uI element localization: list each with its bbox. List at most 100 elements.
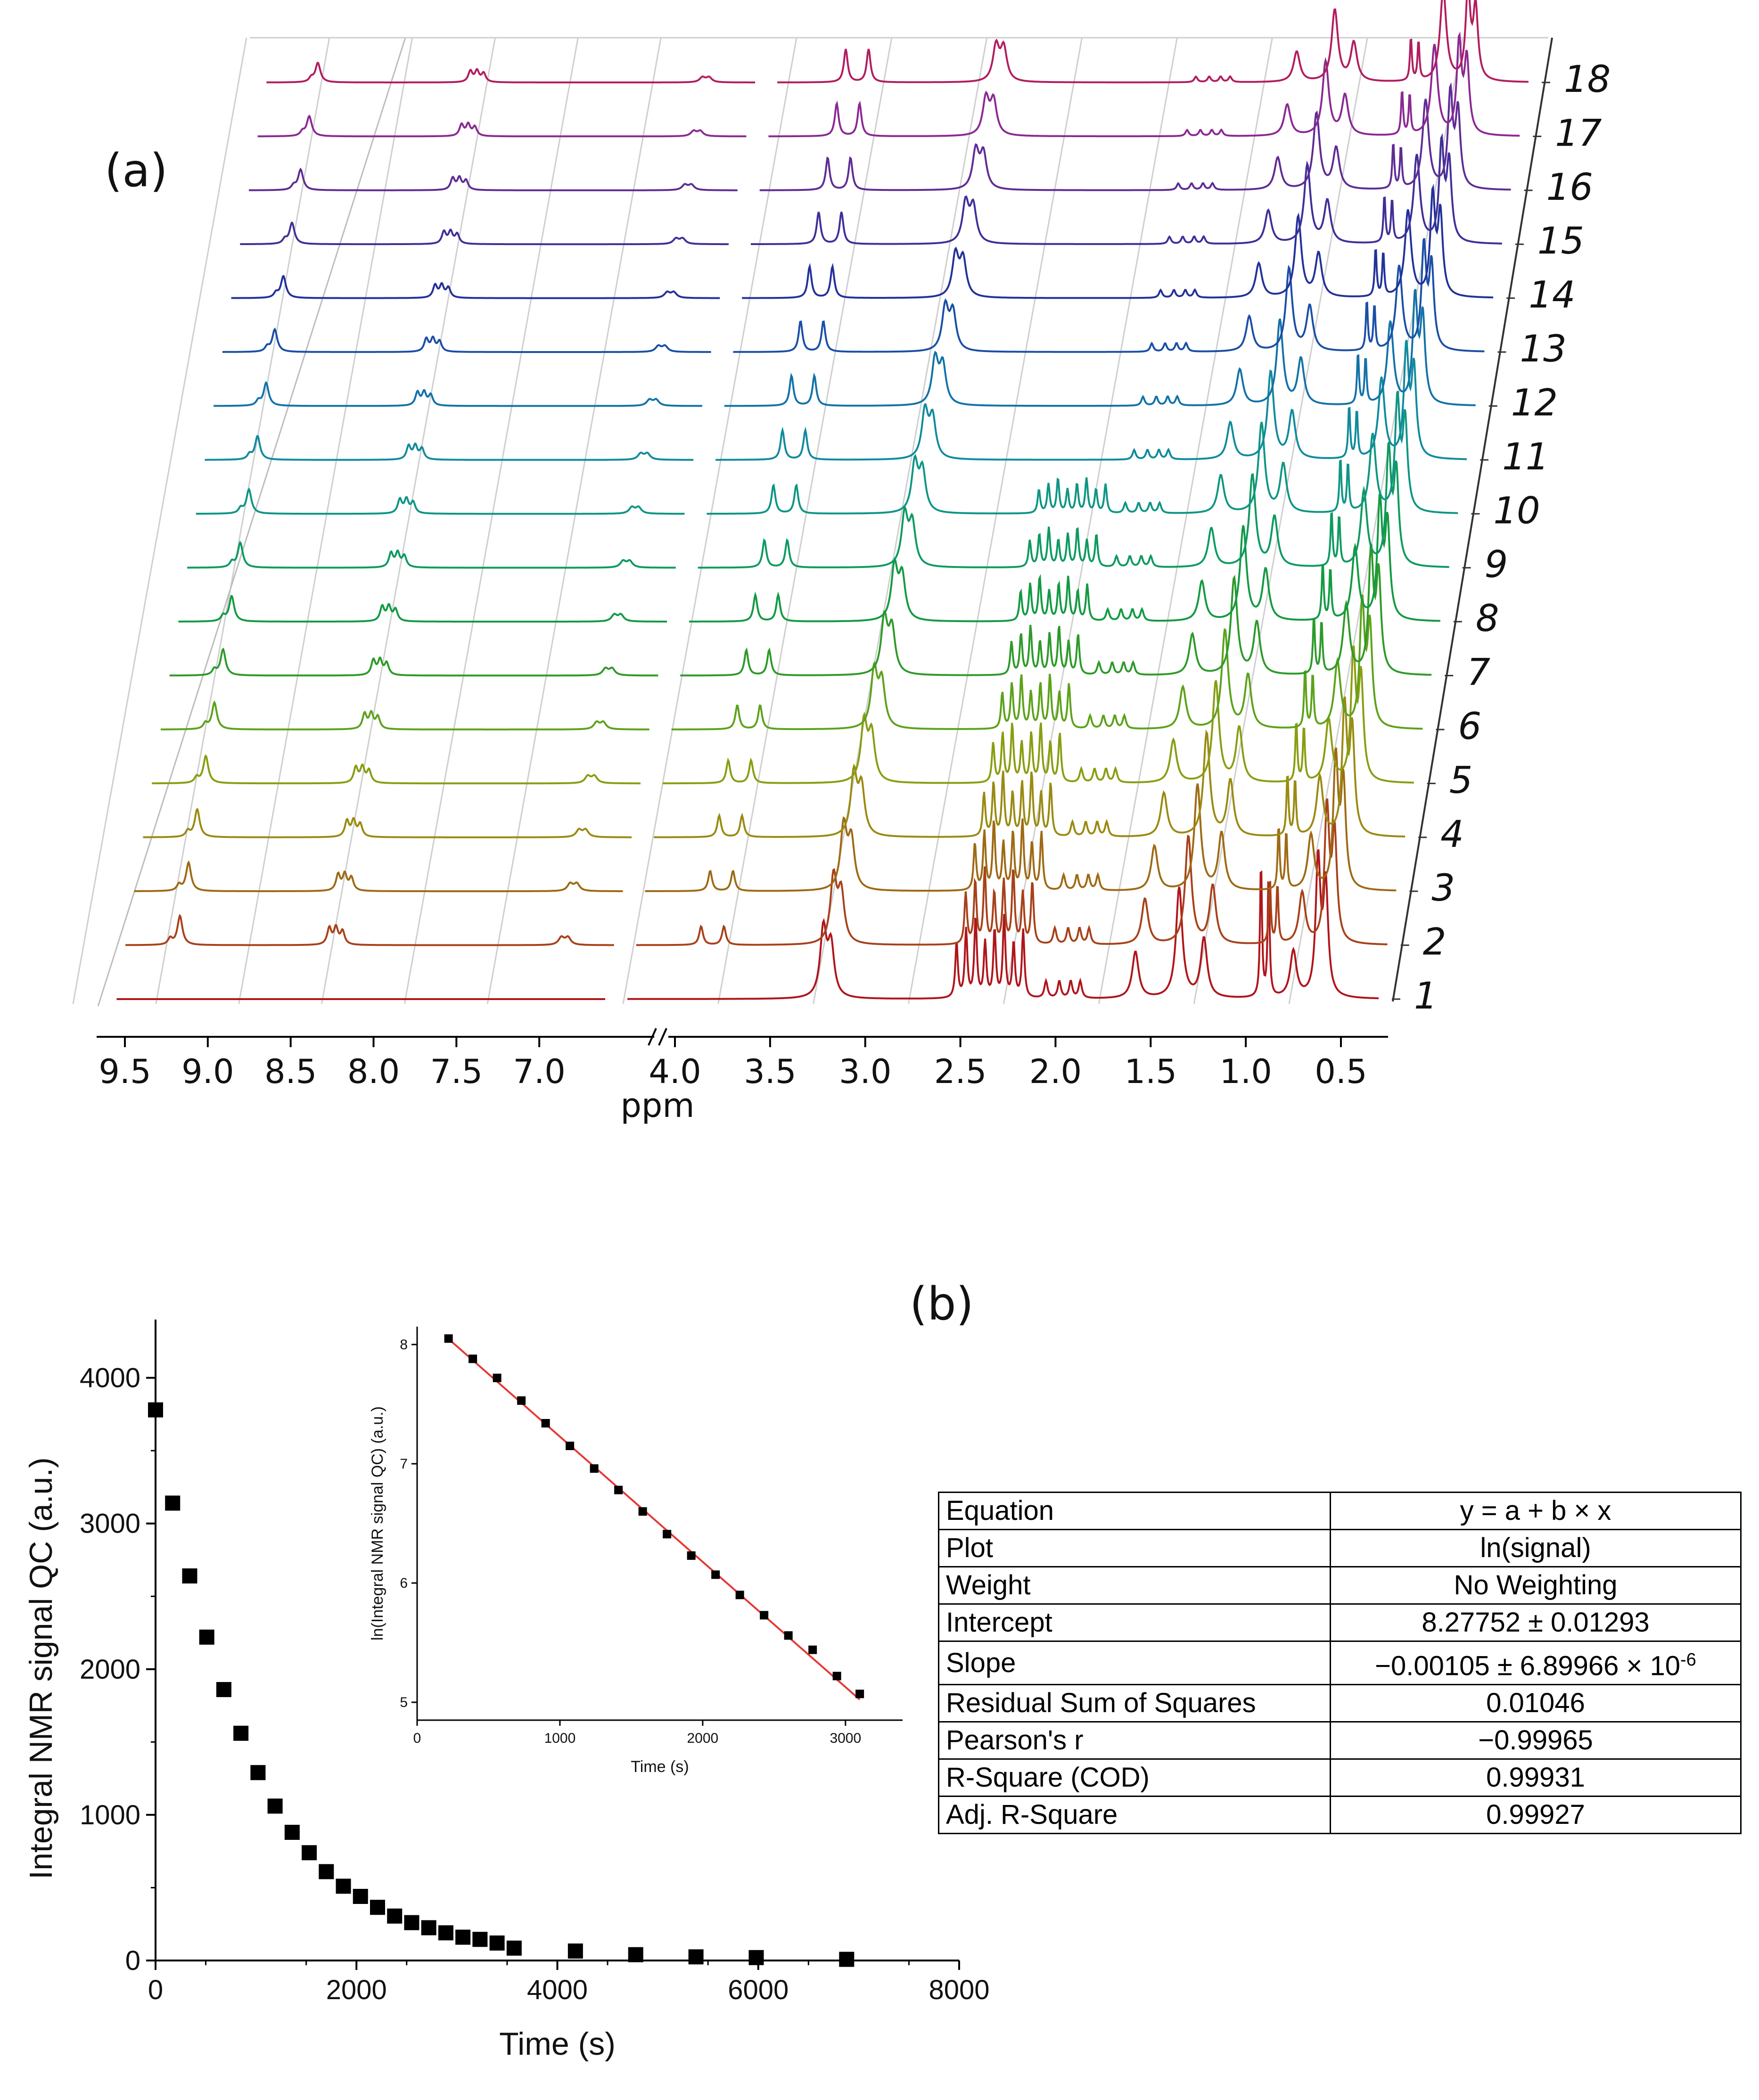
x-tick-label: 9.5 [99,1052,151,1091]
inset-data-point [855,1690,864,1698]
inset-data-point [735,1591,744,1600]
data-point [336,1879,351,1894]
inset-data-point [614,1485,623,1494]
data-point [421,1920,436,1936]
panel-b-label: (b) [910,1278,974,1330]
spectrum-trace-1 [116,849,1379,1000]
data-point [438,1925,453,1941]
inset-y-tick-label: 7 [400,1456,408,1472]
x-tick-label: 0.5 [1315,1052,1367,1091]
grid-line [403,37,579,1004]
fit-table-value: 0.99931 [1330,1758,1742,1797]
inset-data-point [784,1631,793,1640]
grid-line [717,37,893,1004]
y-tick-label: 3000 [80,1509,140,1539]
wall-left [97,37,406,1007]
fit-table-value: 0.99927 [1330,1796,1742,1835]
data-point [267,1798,283,1814]
fit-table-key: R-Square (COD) [938,1758,1331,1797]
spectrum-label-16: 16 [1546,166,1593,209]
spectrum-trace-18 [266,0,1529,83]
inset-data-point [469,1354,477,1363]
data-point [182,1568,197,1583]
spectrum-trace-17 [257,32,1520,138]
ln-fit-inset-plot: 0 1000 2000 3000 5 6 7 8 Time (s) ln(Integral NMR… [369,1327,903,1776]
fit-table-value: 0.01046 [1330,1684,1742,1723]
data-point [148,1402,163,1418]
x-tick-label: 8.5 [264,1052,317,1091]
inset-fit-line [448,1338,861,1700]
inset-data-point [687,1551,696,1560]
data-point [216,1682,231,1698]
data-point [302,1845,317,1861]
data-point [455,1929,471,1945]
grid-line [321,37,496,1004]
fit-table-row: Pearson's r −0.99965 [938,1721,1742,1760]
fit-table-row: Slope −0.00105 ± 6.89966 × 10-6 [938,1640,1742,1686]
panel-a-label: (a) [105,144,168,197]
x-tick-label: 4000 [527,1975,588,2005]
fit-table-row: Plot ln(signal) [938,1529,1742,1567]
data-point [688,1949,704,1965]
spectrum-label-10: 10 [1493,490,1540,532]
fit-table-key: Slope [938,1640,1331,1686]
x-tick-label: 3.0 [839,1052,891,1091]
fit-table-row: Adj. R-Square 0.99927 [938,1796,1742,1835]
x-tick-label: 8000 [929,1975,989,2005]
inset-data-point [517,1396,526,1405]
fit-table-key: Equation [938,1492,1331,1530]
x-tick-label: 2000 [326,1975,387,2005]
data-point [567,1943,583,1959]
fit-table-value: y = a + b × x [1330,1492,1742,1530]
x-tick-label: 1.0 [1219,1052,1272,1091]
spectrum-label-1: 1 [1414,975,1438,1017]
fit-results-table: Equation y = a + b × x Plot ln(signal) Weigh… [938,1492,1742,1835]
spectrum-trace-15 [240,133,1502,246]
inset-data-point [566,1442,575,1451]
data-point [319,1864,334,1879]
spectrum-trace-10 [196,391,1458,515]
inset-x-tick-label: 1000 [544,1731,576,1746]
data-point [489,1935,505,1951]
fit-table-value: −0.00105 ± 6.89966 × 10-6 [1330,1640,1742,1686]
spectrum-trace-6 [160,594,1423,730]
grid-line [1098,37,1273,1004]
spectrum-label-11: 11 [1502,436,1549,478]
grid-line [908,37,1083,1004]
fit-table-row: Weight No Weighting [938,1566,1742,1605]
spectrum-trace-12 [214,289,1476,407]
fit-table-row: Equation y = a + b × x [938,1492,1742,1530]
data-point [404,1915,419,1930]
spectrum-label-17: 17 [1555,112,1602,155]
decay-scatter-plot: 0 2000 4000 6000 8000 0 1000 2000 3000 4000 Time (… [23,1320,990,2062]
fit-table-value-text: −0.00105 ± 6.89966 × 10 [1375,1650,1681,1682]
inset-data-point [493,1373,501,1382]
fit-table-value-text: 8.27752 ± 0.01293 [1422,1607,1650,1638]
data-point [506,1940,522,1956]
fit-table-key: Weight [938,1566,1331,1605]
grid-line [622,37,797,1004]
grid-line [486,37,662,1004]
inset-data-point [541,1419,550,1427]
data-point [165,1495,181,1511]
x-tick-label: 0 [148,1975,163,2005]
inset-x-tick-label: 0 [413,1731,421,1746]
spectrum-label-4: 4 [1440,813,1464,856]
data-point [250,1765,266,1780]
spectrum-trace-2 [125,798,1388,946]
grid-line [72,37,247,1004]
fit-table-key: Plot [938,1529,1331,1567]
x-tick-label: 6000 [728,1975,789,2005]
spectrum-trace-5 [152,645,1414,785]
spectrum-trace-3 [134,747,1397,893]
fit-table-row: R-Square (COD) 0.99931 [938,1758,1742,1797]
x-tick-label: 7.5 [430,1052,483,1091]
inset-y-axis-title: ln(Integral NMR signal QC) (a.u.) [369,1406,386,1641]
y-tick-label: 4000 [80,1363,140,1394]
inset-data-point [808,1645,817,1654]
spectrum-trace-14 [231,183,1494,299]
fit-table-value: 8.27752 ± 0.01293 [1330,1603,1742,1642]
spectrum-label-9: 9 [1485,544,1508,586]
grid-line [155,37,330,1004]
spectrum-trace-11 [205,340,1467,461]
